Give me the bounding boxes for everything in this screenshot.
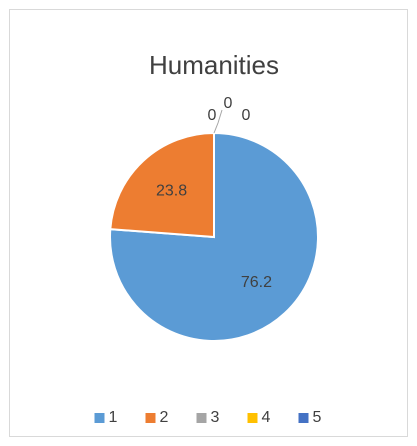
- legend-swatch: [145, 413, 156, 423]
- legend-label: 4: [262, 409, 271, 426]
- data-label: 0: [208, 107, 217, 124]
- chart-title: Humanities: [149, 50, 279, 80]
- legend-swatch: [247, 413, 258, 423]
- data-label: 0: [224, 95, 233, 112]
- data-label: 0: [242, 107, 251, 124]
- pie-slice: [109, 131, 215, 239]
- legend-label: 2: [160, 409, 169, 426]
- legend-swatch: [298, 413, 309, 423]
- legend-swatch: [196, 413, 207, 423]
- leader-line: [213, 109, 223, 134]
- legend-label: 3: [211, 409, 220, 426]
- pie-slice: [109, 131, 319, 342]
- legend-label: 1: [109, 409, 118, 426]
- data-label: 23.8: [156, 182, 187, 199]
- data-label: 76.2: [241, 274, 272, 291]
- legend-swatch: [94, 413, 105, 423]
- legend-label: 5: [313, 409, 322, 426]
